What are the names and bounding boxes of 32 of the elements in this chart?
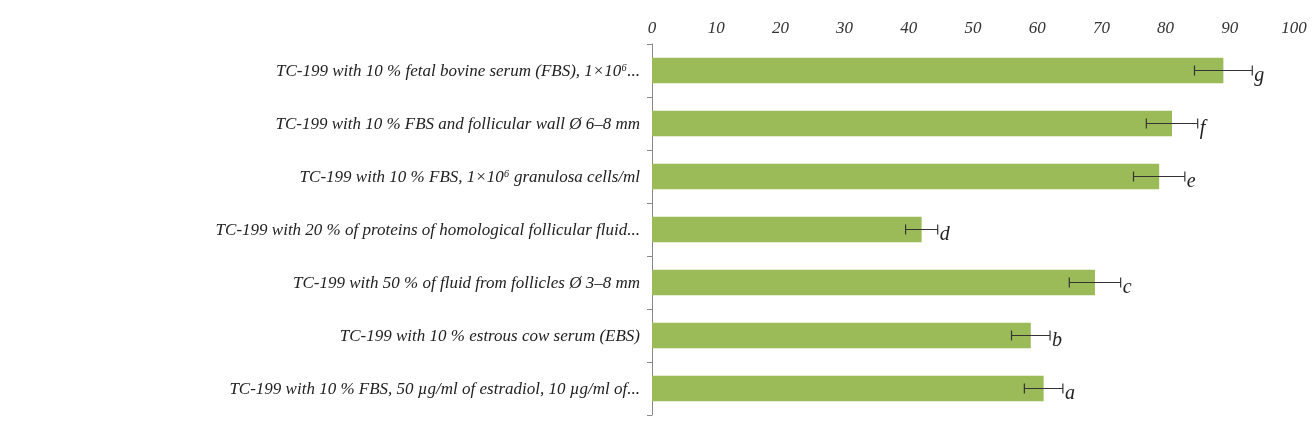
annotation: f xyxy=(1199,115,1208,139)
bar xyxy=(652,163,1160,190)
annotation: e xyxy=(1186,168,1196,191)
y-tick-label: TC-199 with 10 % estrous cow serum (EBS) xyxy=(339,326,641,345)
bar xyxy=(652,375,1044,402)
x-tick-label: 20 xyxy=(771,18,790,37)
annotation: b xyxy=(1052,327,1063,350)
annotation: a xyxy=(1064,380,1075,403)
y-tick-label: TC-199 with 10 % FBS and follicular wall Ø 6–8 mm xyxy=(275,114,640,133)
annotation: g xyxy=(1254,62,1265,86)
bar xyxy=(652,57,1224,84)
x-tick-label: 50 xyxy=(964,18,982,37)
y-tick-label: TC-199 with 50 % of fluid from follicles Ø 3–8 mm xyxy=(293,273,640,292)
x-tick-label: 80 xyxy=(1157,18,1175,37)
annotation: c xyxy=(1122,274,1132,297)
annotation: d xyxy=(939,221,951,244)
bar xyxy=(652,322,1031,349)
x-tick-label: 10 xyxy=(707,18,726,37)
x-tick-label: 90 xyxy=(1221,18,1239,37)
bar xyxy=(652,269,1095,296)
x-tick-label: 0 xyxy=(647,18,657,37)
bar xyxy=(652,110,1173,137)
x-tick-label: 60 xyxy=(1028,18,1047,37)
x-tick-label: 100 xyxy=(1281,18,1308,37)
x-tick-label: 70 xyxy=(1092,18,1111,37)
x-tick-label: 40 xyxy=(900,18,918,37)
y-tick-label: TC-199 with 10 % FBS, 50 µg/ml of estradiol, 10 µg/ml of... xyxy=(229,379,640,398)
bar xyxy=(652,216,922,243)
y-tick-label: TC-199 with 10 % FBS, 1×10⁶ granulosa cells/ml xyxy=(299,167,641,186)
x-tick-label: 30 xyxy=(835,18,854,37)
y-tick-label: TC-199 with 20 % of proteins of homological follicular fluid... xyxy=(215,220,640,239)
y-tick-label: TC-199 with 10 % fetal bovine serum (FBS), 1×10⁶... xyxy=(276,61,640,80)
